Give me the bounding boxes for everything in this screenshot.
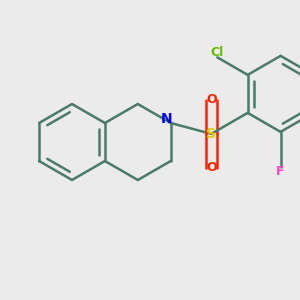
Text: Cl: Cl <box>211 46 224 59</box>
Text: N: N <box>161 112 172 126</box>
Text: O: O <box>206 93 217 106</box>
Text: S: S <box>206 127 216 141</box>
Text: O: O <box>206 161 217 174</box>
Text: F: F <box>276 165 285 178</box>
